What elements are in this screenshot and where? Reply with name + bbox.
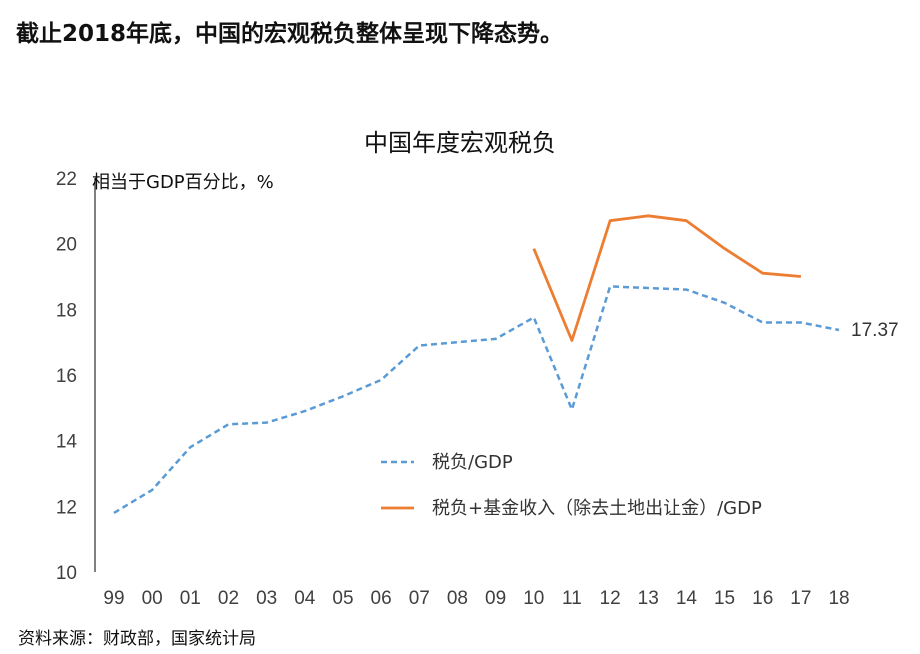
chart-title: 中国年度宏观税负 [364,129,556,157]
x-tick-label: 04 [294,588,316,609]
line-chart: 中国年度宏观税负 相当于GDP百分比，% 10 12 14 16 18 20 22 99 00… [56,129,899,609]
y-tick-labels: 10 12 14 16 18 20 22 [56,169,78,584]
y-tick-label: 20 [56,235,77,256]
series-line-2 [532,214,802,342]
x-tick-label: 13 [638,588,659,609]
x-tick-label: 06 [371,588,392,609]
x-tick-label: 03 [256,588,277,609]
series-line-1 [113,285,840,514]
y-tick-label: 10 [56,563,77,584]
x-tick-label: 05 [332,588,353,609]
x-tick-label: 14 [676,588,698,609]
source-note: 资料来源：财政部，国家统计局 [18,629,256,649]
series-lines [113,214,840,514]
x-tick-label: 18 [828,588,849,609]
x-tick-label: 17 [790,588,811,609]
x-tick-label: 08 [447,588,468,609]
x-tick-label: 07 [409,588,430,609]
y-tick-label: 12 [56,497,77,518]
x-tick-label: 00 [142,588,163,609]
x-tick-label: 12 [600,588,621,609]
x-tick-label: 16 [752,588,773,609]
x-tick-label: 15 [714,588,735,609]
y-tick-label: 18 [56,300,77,321]
legend: 税负/GDP 税负+基金收入（除去土地出让金）/GDP [381,452,762,519]
page-headline: 截止2018年底，中国的宏观税负整体呈现下降态势。 [16,21,564,47]
x-tick-label: 01 [180,588,201,609]
y-tick-label: 22 [56,169,77,190]
data-label: 17.37 [851,320,899,341]
x-tick-label: 11 [562,588,582,609]
y-tick-label: 14 [56,432,78,453]
y-tick-label: 16 [56,366,77,387]
x-tick-label: 09 [485,588,506,609]
annotations: 17.37 [851,320,899,341]
legend-label: 税负/GDP [432,452,513,473]
x-tick-label: 99 [103,588,124,609]
legend-label: 税负+基金收入（除去土地出让金）/GDP [432,498,762,519]
y-axis-label: 相当于GDP百分比，% [92,172,274,193]
x-tick-labels: 99 00 01 02 03 04 05 06 07 08 09 10 11 12 13 14 15 16 17 18 [103,588,849,609]
x-tick-label: 10 [523,588,544,609]
x-tick-label: 02 [218,588,239,609]
